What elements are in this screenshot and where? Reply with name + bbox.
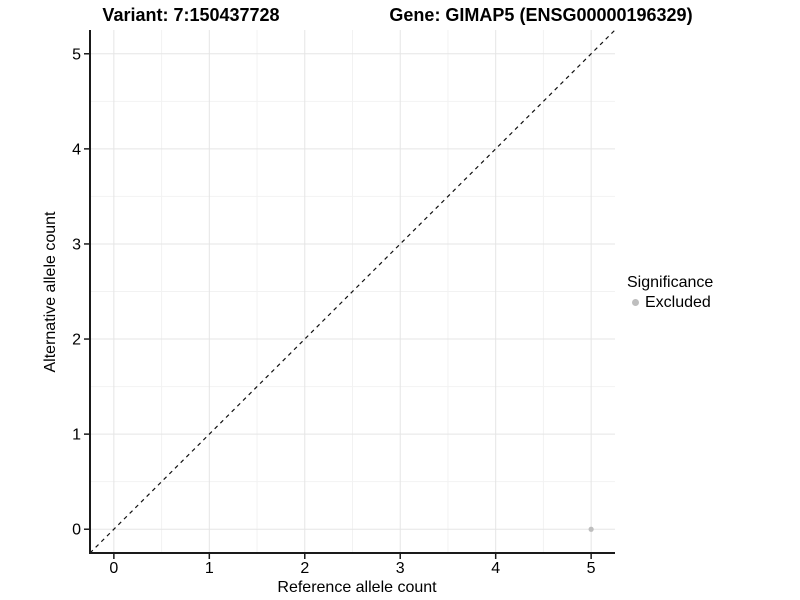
legend: Significance Excluded — [627, 273, 713, 311]
x-tick-label: 1 — [205, 560, 214, 577]
legend-key — [627, 294, 644, 311]
legend-point-icon — [632, 299, 639, 306]
plot-title-gene: Gene: GIMAP5 (ENSG00000196329) — [389, 5, 693, 25]
y-tick-label: 3 — [72, 236, 81, 253]
y-tick-label: 4 — [72, 141, 81, 158]
y-axis-title: Alternative allele count — [42, 211, 59, 373]
legend-item-label: Excluded — [645, 294, 711, 311]
legend-items: Excluded — [627, 294, 713, 311]
x-tick-label: 5 — [587, 560, 596, 577]
y-tick-label: 2 — [72, 332, 81, 349]
identity-dashed-line — [89, 29, 616, 554]
x-tick-label: 4 — [491, 560, 500, 577]
y-tick-label: 1 — [72, 427, 81, 444]
x-tick-label: 3 — [396, 560, 405, 577]
x-tick-label: 0 — [109, 560, 118, 577]
legend-item: Excluded — [627, 294, 713, 311]
data-point — [588, 526, 594, 532]
x-tick-label: 2 — [300, 560, 309, 577]
x-axis-title: Reference allele count — [277, 579, 437, 596]
y-tick-label: 5 — [72, 46, 81, 63]
y-tick-label: 0 — [72, 522, 81, 539]
plot-title-variant: Variant: 7:150437728 — [102, 5, 280, 25]
legend-title: Significance — [627, 274, 714, 291]
